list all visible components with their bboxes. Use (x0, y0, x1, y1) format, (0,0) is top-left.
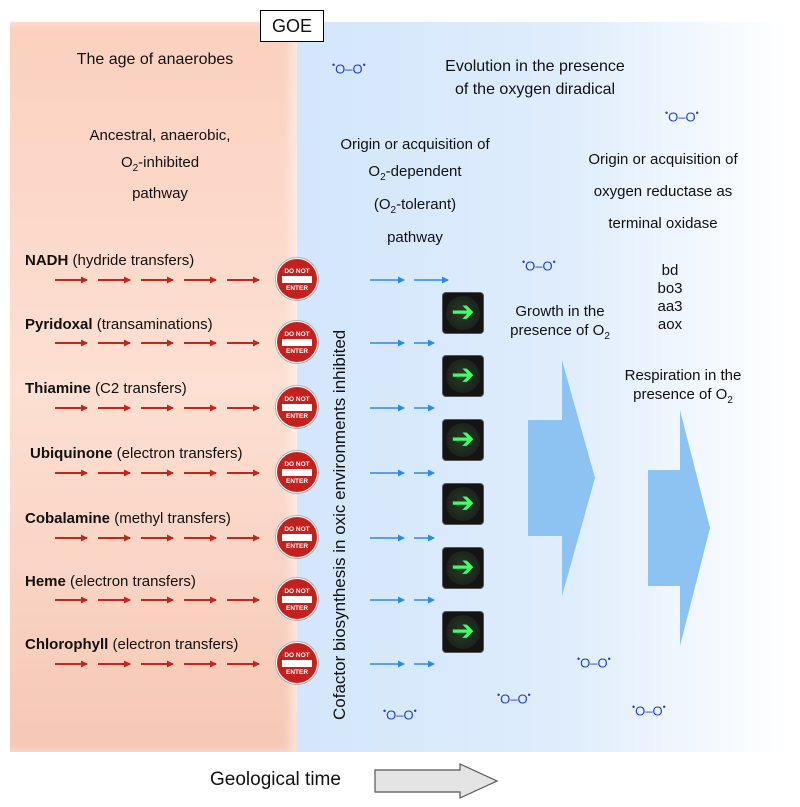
cofactor-pyridoxal: Pyridoxal (transaminations) (25, 316, 213, 333)
cofactor-nadh: NADH (hydride transfers) (25, 252, 195, 269)
do-not-enter-sign: DO NOT ENTER (276, 321, 318, 363)
green-arrow-light-icon: ➔ (443, 548, 483, 588)
cofactor-ubiquinone: Ubiquinone (electron transfers) (30, 445, 243, 462)
cofactor-cobalamine: Cobalamine (methyl transfers) (25, 510, 231, 527)
do-not-enter-sign: DO NOT ENTER (276, 451, 318, 493)
oxygen-diradical-3: •O–O• (522, 257, 556, 274)
do-not-enter-sign: DO NOT ENTER (276, 578, 318, 620)
oxygen-diradical-7: •O–O• (632, 702, 666, 719)
geological-time-label: Geological time (210, 769, 341, 790)
oxygen-diradical-4: •O–O• (577, 654, 611, 671)
oxidase-bd: bd (661, 262, 679, 279)
oxygen-diradical-1: •O–O• (332, 60, 366, 77)
goe-label: GOE (260, 10, 324, 42)
green-arrow-light-icon: ➔ (443, 293, 483, 333)
right-panel-title: Evolution in the presence of the oxygen … (445, 58, 625, 98)
oxidase-aa3: aa3 (657, 298, 683, 315)
cofactor-inhibition-vertical-label: Cofactor biosynthesis in oxic environmen… (330, 329, 349, 720)
respiration-label: Respiration in the presence of O2 (624, 367, 742, 406)
green-arrow-light-icon: ➔ (443, 612, 483, 652)
left-panel-description: Ancestral, anaerobic, O2-inhibited pathw… (89, 127, 231, 202)
anaerobe-zone (10, 22, 297, 752)
geological-time-arrow (374, 763, 499, 799)
oxidase-list: bd bo3 aa3 aox (640, 262, 700, 334)
do-not-enter-sign: DO NOT ENTER (276, 516, 318, 558)
cofactor-thiamine: Thiamine (C2 transfers) (25, 380, 187, 397)
respiration-big-arrow (648, 410, 710, 646)
oxygen-diradical-6: •O–O• (383, 706, 417, 723)
oxidase-bo3: bo3 (657, 280, 683, 297)
cofactor-chlorophyll: Chlorophyll (electron transfers) (25, 636, 239, 653)
growth-label: Growth in the presence of O2 (510, 303, 610, 342)
oxygen-diradical-5: •O–O• (497, 690, 531, 707)
oxidase-aox: aox (657, 316, 683, 333)
green-arrow-light-icon: ➔ (443, 484, 483, 524)
do-not-enter-sign: DO NOT ENTER (276, 386, 318, 428)
origin-oxygen-reductase-text: Origin or acquisition of oxygen reductas… (588, 151, 738, 232)
do-not-enter-sign: DO NOT ENTER (276, 642, 318, 684)
cofactor-heme: Heme (electron transfers) (25, 573, 196, 590)
oxic-zone (297, 22, 790, 752)
do-not-enter-sign: DO NOT ENTER (276, 258, 318, 300)
growth-big-arrow (528, 360, 595, 596)
blue-arrows (370, 276, 449, 668)
origin-o2-dependent-text: Origin or acquisition of O2-dependent (O… (340, 136, 490, 246)
left-panel-title: The age of anaerobes (76, 51, 234, 68)
oxygen-diradical-2: •O–O• (665, 108, 699, 125)
green-arrow-light-icon: ➔ (443, 356, 483, 396)
green-arrow-light-icon: ➔ (443, 420, 483, 460)
